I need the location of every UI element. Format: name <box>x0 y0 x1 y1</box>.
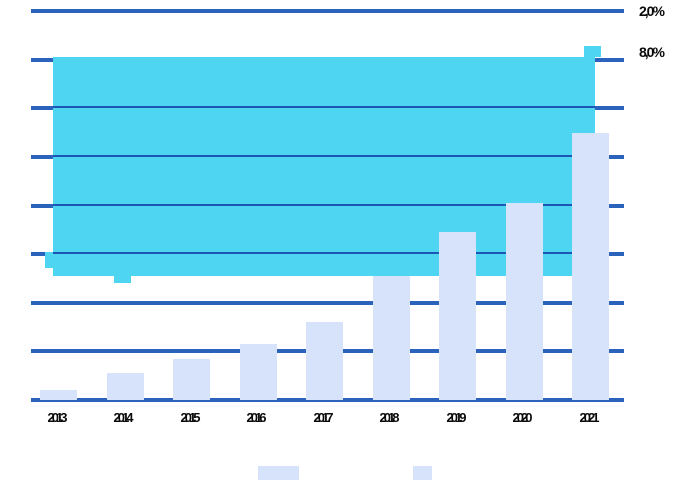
bar-2016 <box>240 344 277 400</box>
x-axis-label-2017: 2017 <box>313 410 334 425</box>
right-axis-label-top: 2,0% <box>639 3 665 19</box>
bar-2014 <box>107 373 144 400</box>
x-axis-label-2014: 2014 <box>113 410 134 425</box>
gridline-row-0 <box>31 9 624 13</box>
gridline-over-area-row-4 <box>53 204 595 206</box>
x-axis-label-2015: 2015 <box>180 410 201 425</box>
legend-swatch-second <box>413 466 432 480</box>
x-axis-label-2013: 2013 <box>47 410 68 425</box>
gridline-over-area-row-5 <box>53 252 595 254</box>
bar-2018 <box>373 276 410 400</box>
gridline-row-6 <box>31 301 624 305</box>
bar-2017 <box>306 322 343 400</box>
x-axis-label-2018: 2018 <box>379 410 400 425</box>
gridline-over-area-row-3 <box>53 155 595 157</box>
x-axis-label-2016: 2016 <box>246 410 267 425</box>
right-axis-label-second: 8,0% <box>639 44 665 60</box>
cyan-area-part-3 <box>114 276 131 283</box>
x-axis-label-2021: 2021 <box>579 410 600 425</box>
x-axis-label-2020: 2020 <box>512 410 533 425</box>
gridline-over-area-row-2 <box>53 106 595 108</box>
legend-swatch-columns <box>258 466 299 480</box>
bar-2015 <box>173 359 210 400</box>
x-axis-label-2019: 2019 <box>446 410 467 425</box>
bar-2021 <box>572 133 609 400</box>
cyan-area-part-2 <box>45 252 53 268</box>
bar-2019 <box>439 232 476 400</box>
cyan-area-part-0 <box>53 57 595 276</box>
cyan-area-part-1 <box>584 46 601 57</box>
bar-2013 <box>40 390 77 400</box>
gridline-row-8 <box>31 398 624 402</box>
bar-2020 <box>506 203 543 400</box>
